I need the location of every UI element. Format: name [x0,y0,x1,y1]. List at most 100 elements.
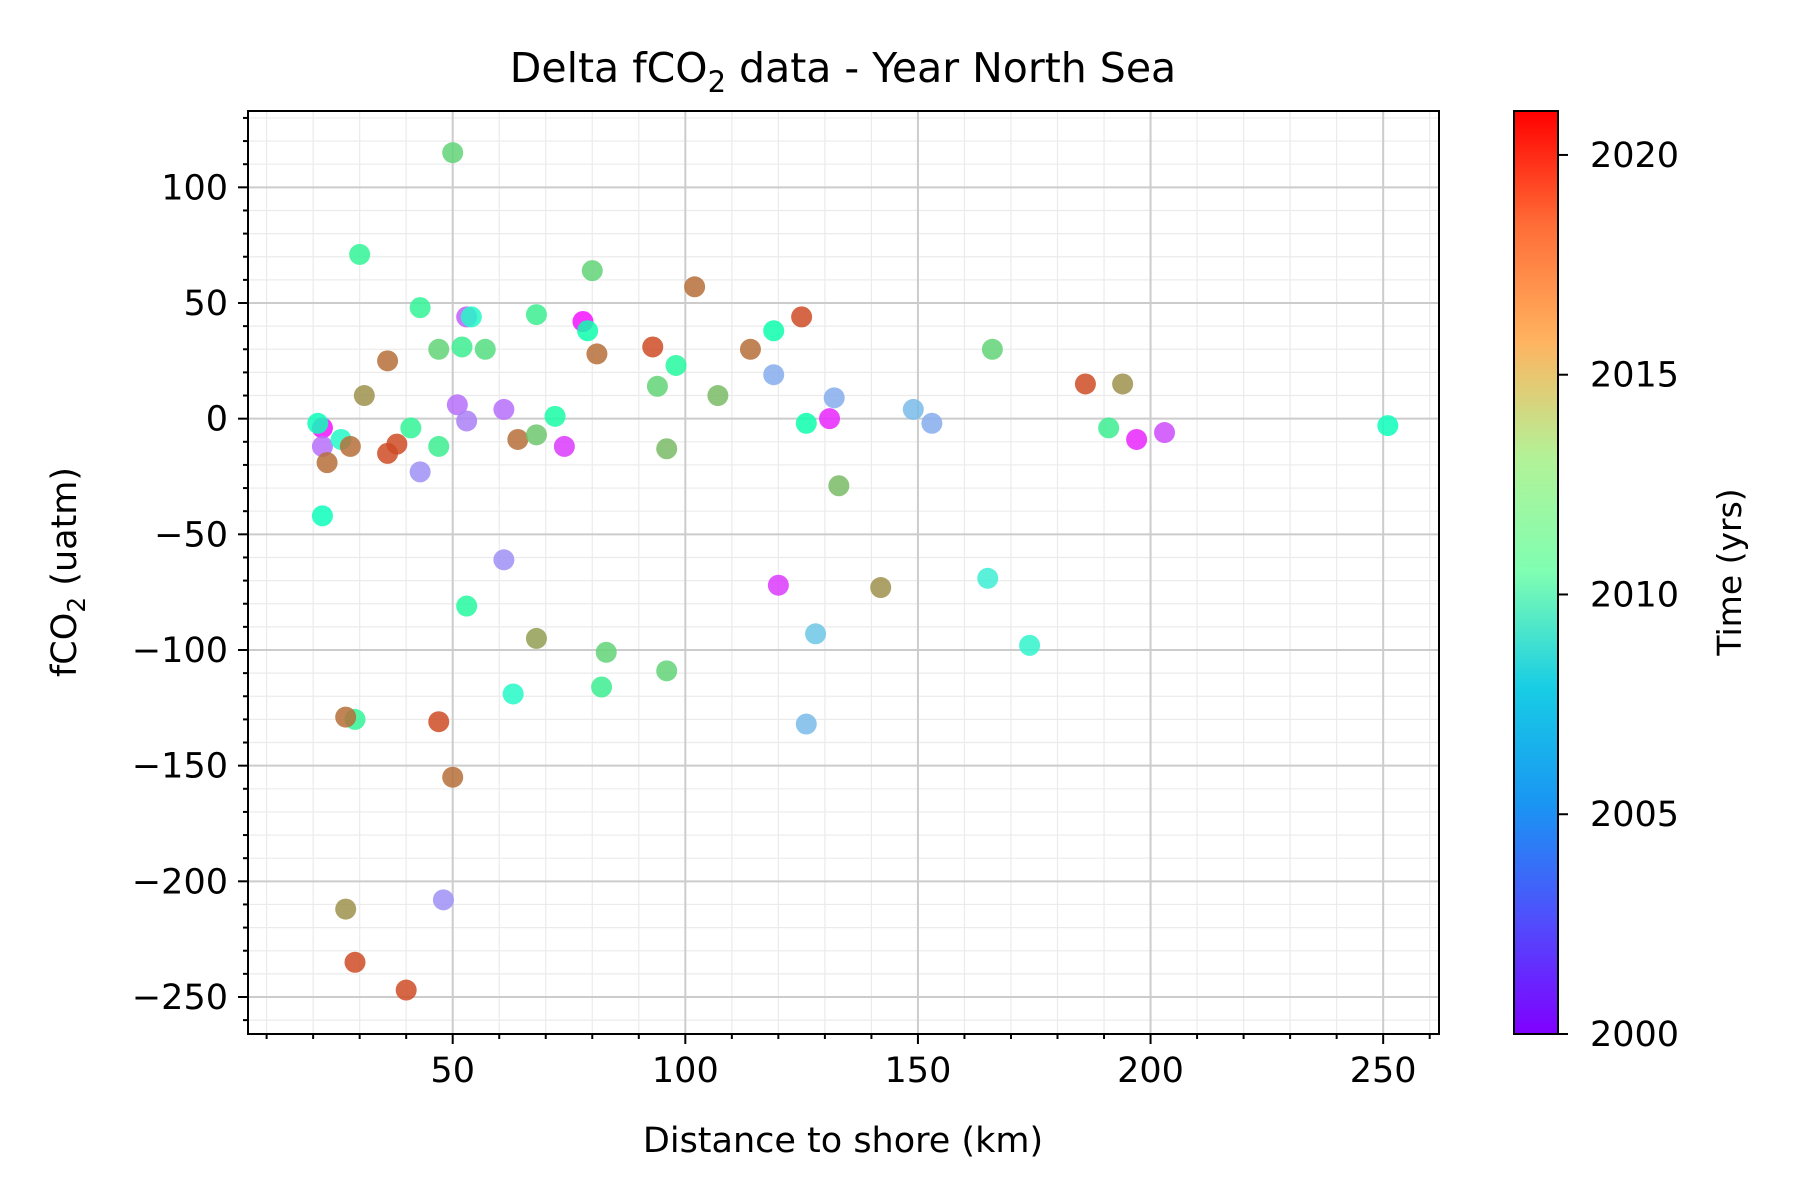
plot-area [247,110,1440,1035]
minor-gridlines [248,111,1439,1034]
colorbar-gradient [1513,110,1559,1035]
scatter-point [442,766,464,788]
scatter-point [349,243,371,265]
scatter-point [335,706,357,728]
scatter-point [586,343,608,365]
scatter-point [456,410,478,432]
scatter-point [451,336,473,358]
scatter-point [1098,417,1120,439]
scatter-point [665,354,687,376]
scatter-point [581,260,603,282]
x-axis: 50 100 150 200 250 [265,1034,1431,1091]
scatter-point [339,435,361,457]
plot-frame [247,110,1440,1035]
scatter-point [823,387,845,409]
scatter-point [828,475,850,497]
scatter-point [1112,373,1134,395]
scatter-point [1019,634,1041,656]
scatter-point [525,424,547,446]
scatter-point [428,711,450,733]
chart-title: Delta fCO2 data - Year North Sea [510,44,1176,99]
scatter-point [870,577,892,599]
major-gridlines [248,111,1439,1034]
scatter-point [791,306,813,328]
x-tick-label: 50 [430,1051,475,1091]
scatter-point [395,979,417,1001]
scatter-point [763,364,785,386]
colorbar-ticks: 2000 2005 2010 2015 2020 [1558,136,1679,1055]
y-tick-label: 50 [183,284,228,324]
scatter-point [432,889,454,911]
scatter-point [460,306,482,328]
colorbar-tick-label: 2000 [1590,1015,1679,1055]
colorbar-tick-label: 2015 [1590,356,1679,396]
scatter-point [763,320,785,342]
scatter-point [344,951,366,973]
colorbar-tick-label: 2020 [1590,136,1679,176]
scatter-point [981,338,1003,360]
x-tick-label: 200 [1117,1051,1184,1091]
x-tick-label: 100 [652,1051,719,1091]
scatter-point [739,338,761,360]
scatter-point [795,713,817,735]
scatter-point [442,142,464,164]
scatter-point [684,276,706,298]
colorbar: 2000 2005 2010 2015 2020 [1513,110,1679,1055]
scatter-point [493,549,515,571]
plot-background [248,111,1439,1034]
x-tick-label: 150 [885,1051,952,1091]
y-axis-label: fCO2 (uatm) [45,467,91,677]
scatter-point [311,505,333,527]
scatter-point [307,412,329,434]
scatter-point [591,676,613,698]
y-tick-label: −200 [132,862,228,902]
scatter-point [1074,373,1096,395]
y-tick-label: 0 [206,400,228,440]
scatter-point [456,595,478,617]
colorbar-tick-label: 2005 [1590,795,1679,835]
scatter-point [1126,428,1148,450]
scatter-point [1154,422,1176,444]
colorbar-tick-label: 2010 [1590,575,1679,615]
scatter-point [577,320,599,342]
scatter-point [409,297,431,319]
scatter-point [428,338,450,360]
y-tick-label: −150 [132,747,228,787]
scatter-point [656,438,678,460]
y-tick-label: −250 [132,978,228,1018]
scatter-point [642,336,664,358]
scatter-point [921,412,943,434]
scatter-point [795,412,817,434]
scatter-point [553,435,575,457]
scatter-point [525,627,547,649]
scatter-point [316,452,338,474]
data-points [307,142,1399,1001]
x-axis-label: Distance to shore (km) [643,1121,1043,1161]
scatter-point [656,660,678,682]
scatter-point [646,375,668,397]
y-tick-label: −100 [132,631,228,671]
y-axis: 100 50 0 −50 −100 −150 −200 −250 [132,116,248,1022]
scatter-point [377,350,399,372]
scatter-point [525,304,547,326]
scatter-point [767,574,789,596]
colorbar-label: Time (yrs) [1710,488,1749,656]
scatter-point [335,898,357,920]
scatter-point [707,385,729,407]
y-tick-label: −50 [154,515,228,555]
scatter-point [902,398,924,420]
scatter-point [474,338,496,360]
scatter-point [507,428,529,450]
scatter-point [493,398,515,420]
scatter-point [977,567,999,589]
scatter-point [446,394,468,416]
scatter-point [386,433,408,455]
scatter-point [400,417,422,439]
x-tick-label: 250 [1350,1051,1417,1091]
scatter-point [502,683,524,705]
scatter-point [595,641,617,663]
scatter-point [544,405,566,427]
scatter-point [409,461,431,483]
scatter-point [805,623,827,645]
